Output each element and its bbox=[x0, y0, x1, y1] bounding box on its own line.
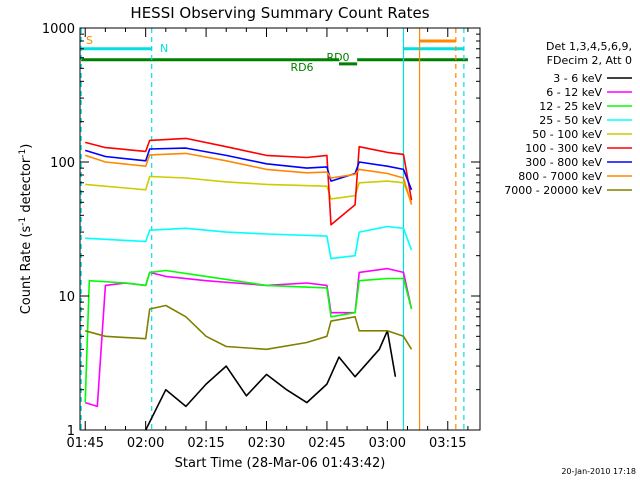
legend-label-7: 800 - 7000 keV bbox=[518, 170, 602, 183]
y-label-sup-2: -1 bbox=[18, 149, 28, 158]
x-tick-label: 02:45 bbox=[308, 436, 345, 451]
plot-frame bbox=[79, 27, 481, 431]
n-label: N bbox=[160, 42, 168, 55]
legend-label-0: 3 - 6 keV bbox=[553, 72, 602, 85]
vertical-markers bbox=[80, 28, 465, 430]
s-label: S bbox=[86, 34, 93, 47]
legend-label-4: 50 - 100 keV bbox=[532, 128, 602, 141]
y-axis-ticks: 1 10 100 1000 bbox=[42, 22, 480, 439]
x-tick-label: 03:00 bbox=[369, 436, 406, 451]
x-tick-label: 03:15 bbox=[429, 436, 466, 451]
x-axis-label: Start Time (28-Mar-06 01:43:42) bbox=[175, 456, 386, 471]
y-label-main: Count Rate (s bbox=[19, 226, 34, 315]
x-tick-label: 02:30 bbox=[248, 436, 285, 451]
legend-label-8: 7000 - 20000 keV bbox=[504, 184, 602, 197]
series-line-3 bbox=[85, 225, 413, 260]
x-tick-label: 02:00 bbox=[127, 436, 164, 451]
rd0-label: RD0 bbox=[326, 51, 349, 64]
legend: Det 1,3,4,5,6,9, FDecim 2, Att 0 3 - 6 k… bbox=[504, 40, 632, 197]
series-line-4 bbox=[85, 175, 413, 203]
x-tick-label: 02:15 bbox=[187, 436, 224, 451]
series-line-2 bbox=[84, 269, 413, 403]
y-label-mid: detector bbox=[19, 157, 34, 217]
legend-label-1: 6 - 12 keV bbox=[546, 86, 602, 99]
y-tick-label: 1000 bbox=[42, 22, 75, 37]
y-tick-label: 1 bbox=[67, 424, 75, 439]
series-line-8 bbox=[84, 304, 413, 351]
x-axis-ticks: 01:45 02:00 02:15 02:30 02:45 03:00 03:15 bbox=[67, 28, 469, 451]
rd6-label: RD6 bbox=[290, 61, 313, 74]
series-line-7 bbox=[84, 152, 413, 205]
footer-timestamp: 20-Jan-2010 17:18 bbox=[561, 467, 636, 476]
chart-title: HESSI Observing Summary Count Rates bbox=[130, 4, 429, 22]
legend-label-2: 12 - 25 keV bbox=[539, 100, 602, 113]
legend-header-2: FDecim 2, Att 0 bbox=[547, 54, 632, 67]
y-tick-label: 10 bbox=[58, 290, 75, 305]
series-lines bbox=[84, 137, 413, 431]
legend-label-3: 25 - 50 keV bbox=[539, 114, 602, 127]
series-line-0 bbox=[144, 329, 397, 431]
x-tick-label: 01:45 bbox=[67, 436, 104, 451]
legend-header-1: Det 1,3,4,5,6,9, bbox=[546, 40, 632, 53]
y-tick-label: 100 bbox=[50, 156, 75, 171]
legend-label-5: 100 - 300 keV bbox=[525, 142, 602, 155]
y-axis-label: Count Rate (s-1 detector-1) bbox=[18, 144, 34, 315]
y-label-end: ) bbox=[19, 144, 34, 149]
y-label-sup-1: -1 bbox=[18, 217, 28, 226]
series-line-6 bbox=[84, 147, 413, 191]
legend-label-6: 300 - 800 keV bbox=[525, 156, 602, 169]
flag-bars bbox=[81, 39, 468, 66]
series-line-5 bbox=[85, 137, 413, 226]
